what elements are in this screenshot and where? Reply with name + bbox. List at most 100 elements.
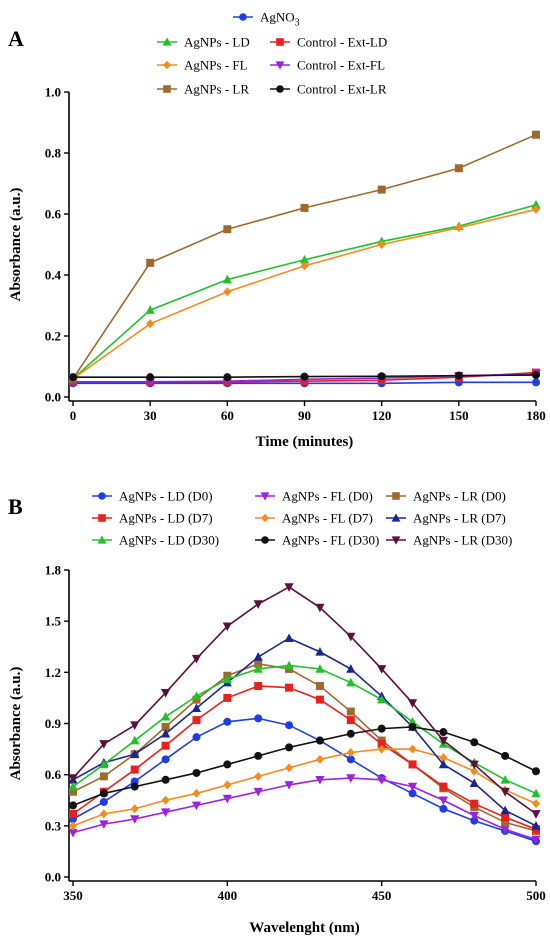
data-point	[192, 733, 201, 742]
data-point	[407, 716, 418, 726]
x-tick-label: 60	[221, 408, 234, 423]
data-point	[284, 660, 294, 670]
data-point	[222, 674, 232, 683]
data-point	[222, 274, 232, 284]
y-tick-label: 1.8	[45, 563, 62, 578]
data-point	[346, 677, 356, 687]
data-point	[191, 703, 202, 712]
data-point	[253, 600, 263, 609]
data-point	[285, 743, 294, 752]
data-point	[161, 741, 170, 750]
data-point	[346, 716, 355, 725]
data-point	[439, 782, 448, 791]
data-point	[315, 754, 324, 764]
legend-marker	[98, 492, 106, 500]
legend-label: AgNPs - FL (D30)	[282, 533, 379, 548]
legend-label-text: AgNPs - FL	[184, 58, 248, 73]
data-point	[222, 794, 232, 804]
series-line	[72, 664, 537, 795]
x-tick-label: 450	[372, 888, 392, 903]
series-control-ext-lr	[69, 371, 540, 382]
data-point	[254, 751, 263, 760]
data-point	[408, 789, 417, 798]
data-point	[130, 721, 140, 731]
legend-label: AgNPs - LD (D30)	[119, 533, 219, 548]
y-tick-label: 1.2	[45, 665, 61, 680]
data-point	[531, 821, 541, 830]
data-point	[470, 738, 479, 747]
data-point	[408, 744, 417, 754]
legend-marker	[98, 514, 106, 522]
legend-marker	[392, 492, 400, 500]
y-axis-title: Absorbance (a.u.)	[8, 667, 24, 781]
series-agnps-lr-d7	[68, 633, 541, 830]
data-point	[69, 821, 77, 831]
x-tick-label: 180	[526, 408, 546, 423]
data-point	[346, 707, 355, 716]
x-axis-title: Time (minutes)	[256, 434, 354, 450]
y-axis-title: Absorbance (a.u.)	[8, 188, 24, 302]
legend-marker	[275, 61, 285, 70]
x-tick-label: 0	[70, 408, 77, 423]
legend-marker	[260, 492, 270, 501]
legend-label-text: AgNPs - LD	[184, 35, 250, 50]
data-point	[223, 780, 232, 790]
data-point	[315, 603, 325, 613]
data-point	[532, 371, 540, 380]
legend-marker	[391, 536, 401, 545]
series-line	[72, 726, 537, 807]
data-point	[223, 373, 232, 382]
data-point	[532, 767, 540, 776]
data-point	[438, 759, 448, 769]
data-point	[439, 804, 448, 813]
legend-entry: AgNPs - FL (D7)	[255, 511, 373, 526]
data-point	[531, 788, 541, 798]
data-point	[68, 828, 78, 838]
legend-label: AgNO3	[260, 10, 300, 29]
data-point	[407, 699, 418, 708]
legend-entry: AgNPs - LD (D30)	[92, 533, 219, 548]
data-point	[532, 130, 540, 139]
data-point	[439, 753, 448, 763]
panel-letter: A	[8, 26, 24, 51]
data-point	[315, 664, 325, 673]
data-point	[300, 261, 309, 271]
data-point	[192, 716, 201, 725]
data-point	[346, 729, 355, 738]
legend-entry: AgNPs - LR (D30)	[386, 533, 512, 548]
x-tick-label: 150	[449, 408, 469, 423]
data-point	[470, 766, 479, 776]
data-point	[223, 693, 232, 702]
data-point	[99, 797, 108, 806]
data-point	[438, 736, 448, 746]
legend-entry: AgNPs - LR (D7)	[386, 511, 506, 526]
y-tick-label: 0.0	[45, 870, 61, 885]
data-point	[284, 781, 294, 790]
legend-entry: AgNPs - LR (D0)	[386, 489, 506, 504]
data-point	[69, 373, 77, 382]
data-point	[161, 775, 170, 784]
data-point	[161, 755, 170, 764]
x-tick-label: 30	[144, 408, 157, 423]
data-point	[300, 372, 309, 381]
data-point	[191, 801, 202, 811]
data-point	[285, 683, 294, 692]
data-point	[532, 799, 540, 809]
x-tick-label: 120	[372, 408, 392, 423]
x-tick-label: 500	[526, 888, 546, 903]
legend-label: Control - Ext-LD	[297, 35, 387, 50]
x-axis-title: Wavelenght (nm)	[249, 920, 359, 936]
data-point	[531, 810, 541, 819]
legend-entry: Control - Ext-LD	[270, 35, 387, 50]
legend-label: AgNPs - LD (D7)	[119, 511, 213, 526]
legend-label-text: AgNPs - LR (D30)	[413, 533, 512, 548]
data-point	[377, 724, 386, 733]
data-point	[284, 633, 294, 643]
legend-marker	[261, 513, 269, 523]
data-point	[99, 820, 109, 829]
legend-label: AgNPs - FL (D7)	[282, 511, 373, 526]
data-point	[500, 787, 510, 797]
data-point	[130, 735, 140, 745]
legend-marker	[239, 13, 247, 21]
legend-label: AgNPs - FL (D0)	[282, 489, 373, 504]
